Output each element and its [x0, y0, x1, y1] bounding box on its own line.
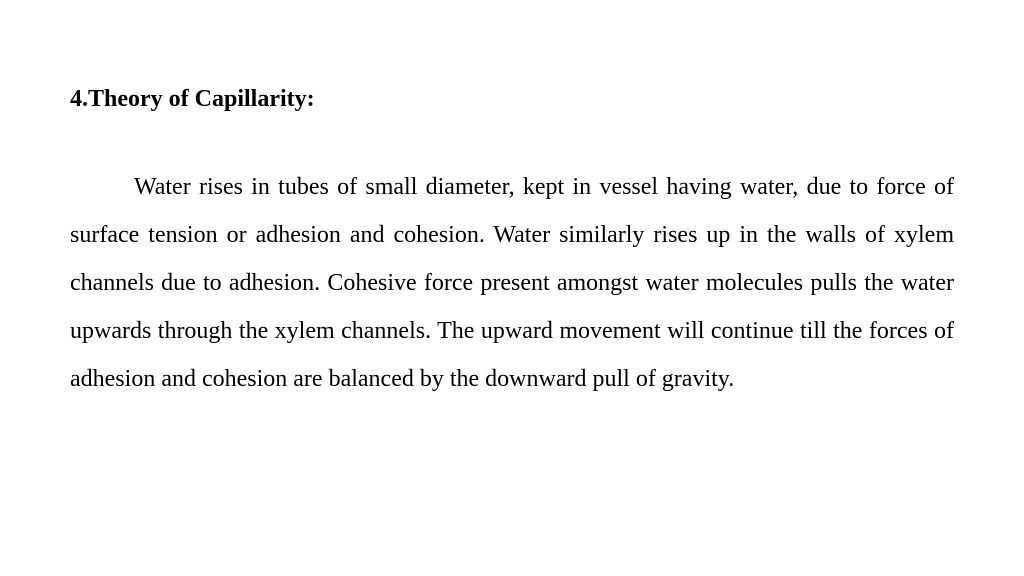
- body-paragraph: Water rises in tubes of small diameter, …: [70, 163, 954, 403]
- document-page: 4.Theory of Capillarity: Water rises in …: [0, 0, 1024, 576]
- section-heading: 4.Theory of Capillarity:: [70, 84, 954, 115]
